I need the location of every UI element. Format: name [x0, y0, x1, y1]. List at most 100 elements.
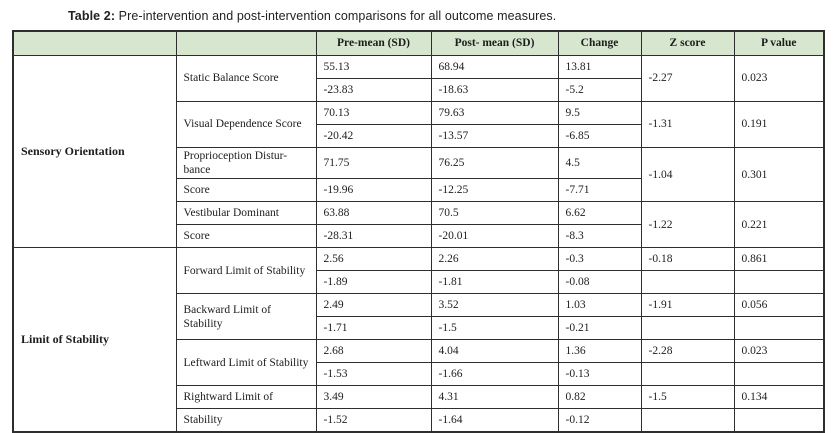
cell-z-score: -1.31 [640, 101, 735, 148]
cell-change: -0.08 [557, 270, 642, 295]
column-header-pre-mean: Pre-mean (SD) [315, 30, 432, 56]
cell-change: 1.03 [557, 293, 642, 318]
cell-change: -6.85 [557, 124, 642, 148]
cell-change: -0.3 [557, 247, 642, 272]
column-header-post-mean: Post- mean (SD) [430, 30, 559, 56]
column-header-measure [175, 30, 317, 56]
cell-p-value: 0.056 [733, 293, 825, 318]
cell-change: -0.13 [557, 362, 642, 387]
cell-change: -8.3 [557, 224, 642, 249]
cell-p-value: 0.134 [733, 385, 825, 410]
measure-label: Proprioception Distur-bance [175, 146, 317, 180]
cell-change: 0.82 [557, 385, 642, 410]
cell-post-mean: -1.64 [430, 408, 559, 433]
cell-z-score: -2.27 [640, 55, 735, 102]
measure-label: Static Balance Score [175, 55, 317, 102]
cell-pre-mean: -1.89 [315, 270, 432, 295]
cell-empty [640, 408, 735, 433]
cell-post-mean: -1.81 [430, 270, 559, 295]
cell-pre-mean: 63.88 [315, 201, 432, 226]
cell-change: -7.71 [557, 178, 642, 203]
cell-post-mean: 70.5 [430, 201, 559, 226]
cell-post-mean: 68.94 [430, 55, 559, 79]
column-header-change: Change [557, 30, 642, 56]
cell-post-mean: -1.66 [430, 362, 559, 387]
table-row: Score -28.31 -20.01 -8.3 [13, 224, 824, 249]
column-header-p-value: P value [733, 30, 825, 56]
table-row: -1.71 -1.5 -0.21 [13, 316, 825, 341]
cell-empty [733, 270, 825, 295]
table-row: Visual Dependence Score 70.13 79.63 9.5 … [13, 101, 825, 148]
table-row: -23.83 -18.63 -5.2 [13, 78, 824, 102]
cell-post-mean: 76.25 [430, 146, 559, 180]
cell-post-mean: -12.25 [430, 178, 559, 203]
cell-z-score: -1.04 [640, 146, 735, 203]
table-row: -1.89 -1.81 -0.08 [13, 270, 825, 295]
table-caption-text: Pre-intervention and post-intervention c… [115, 9, 557, 23]
table-row: Sensory Orientation Static Balance Score… [12, 54, 825, 249]
cell-empty [640, 362, 735, 387]
cell-p-value: 0.861 [733, 247, 825, 272]
cell-change: -5.2 [557, 78, 642, 102]
cell-pre-mean: 55.13 [315, 55, 432, 79]
measure-label: Leftward Limit of Stability [175, 339, 317, 387]
outcome-measures-table: Pre-mean (SD) Post- mean (SD) Change Z s… [12, 30, 825, 433]
table-row: Leftward Limit of Stability 2.68 4.04 1.… [13, 339, 825, 387]
column-header-group [12, 30, 177, 56]
page: Table 2: Pre-intervention and post-inter… [12, 9, 825, 433]
cell-change: 9.5 [557, 101, 642, 125]
cell-change: 1.36 [557, 339, 642, 364]
cell-p-value: 0.023 [733, 339, 825, 364]
cell-pre-mean: -1.53 [315, 362, 432, 387]
group-label-sensory-orientation: Sensory Orientation [12, 54, 177, 249]
cell-pre-mean: 3.49 [315, 385, 432, 410]
cell-z-score: -2.28 [640, 339, 735, 364]
cell-change: 6.62 [557, 201, 642, 226]
cell-z-score: -1.22 [640, 201, 735, 249]
table-caption-label: Table 2: [68, 9, 116, 23]
cell-pre-mean: 2.49 [315, 293, 432, 318]
cell-pre-mean: -19.96 [315, 178, 432, 203]
cell-empty [733, 316, 825, 341]
table-row: Proprioception Distur-bance 71.75 76.25 … [13, 146, 825, 203]
cell-pre-mean: -1.71 [315, 316, 432, 341]
table-caption: Table 2: Pre-intervention and post-inter… [68, 9, 556, 23]
cell-pre-mean: 70.13 [315, 101, 432, 125]
measure-label: Score [175, 224, 317, 249]
column-header-z-score: Z score [640, 30, 735, 56]
table-row: Rightward Limit of 3.49 4.31 0.82 -1.5 0… [13, 385, 825, 410]
cell-pre-mean: -1.52 [315, 408, 432, 433]
measure-label: Backward Limit of Stability [175, 293, 317, 341]
table-row: Backward Limit of Stability 2.49 3.52 1.… [13, 293, 825, 341]
measure-label: Rightward Limit of [175, 385, 317, 410]
table-row: Limit of Stability Forward Limit of Stab… [12, 247, 825, 433]
cell-pre-mean: 2.56 [315, 247, 432, 272]
cell-p-value: 0.023 [733, 55, 825, 102]
cell-p-value: 0.301 [733, 146, 825, 203]
cell-z-score: -0.18 [640, 247, 735, 272]
cell-empty [640, 316, 735, 341]
cell-pre-mean: -20.42 [315, 124, 432, 148]
cell-post-mean: 2.26 [430, 247, 559, 272]
cell-post-mean: 4.04 [430, 339, 559, 364]
measure-label: Forward Limit of Stability [175, 247, 317, 295]
measure-label: Vestibular Dominant [175, 201, 317, 226]
table-row: -20.42 -13.57 -6.85 [13, 124, 824, 148]
cell-change: 4.5 [557, 146, 642, 180]
cell-p-value: 0.221 [733, 201, 825, 249]
cell-post-mean: -20.01 [430, 224, 559, 249]
cell-empty [640, 270, 735, 295]
cell-pre-mean: 2.68 [315, 339, 432, 364]
cell-z-score: -1.91 [640, 293, 735, 318]
cell-post-mean: -18.63 [430, 78, 559, 102]
cell-change: -0.12 [557, 408, 642, 433]
cell-pre-mean: -23.83 [315, 78, 432, 102]
measure-label: Visual Dependence Score [175, 101, 317, 148]
cell-post-mean: 4.31 [430, 385, 559, 410]
cell-p-value: 0.191 [733, 101, 825, 148]
cell-post-mean: -1.5 [430, 316, 559, 341]
table-row: Score -19.96 -12.25 -7.71 [13, 178, 824, 203]
cell-post-mean: 79.63 [430, 101, 559, 125]
cell-post-mean: -13.57 [430, 124, 559, 148]
cell-change: -0.21 [557, 316, 642, 341]
